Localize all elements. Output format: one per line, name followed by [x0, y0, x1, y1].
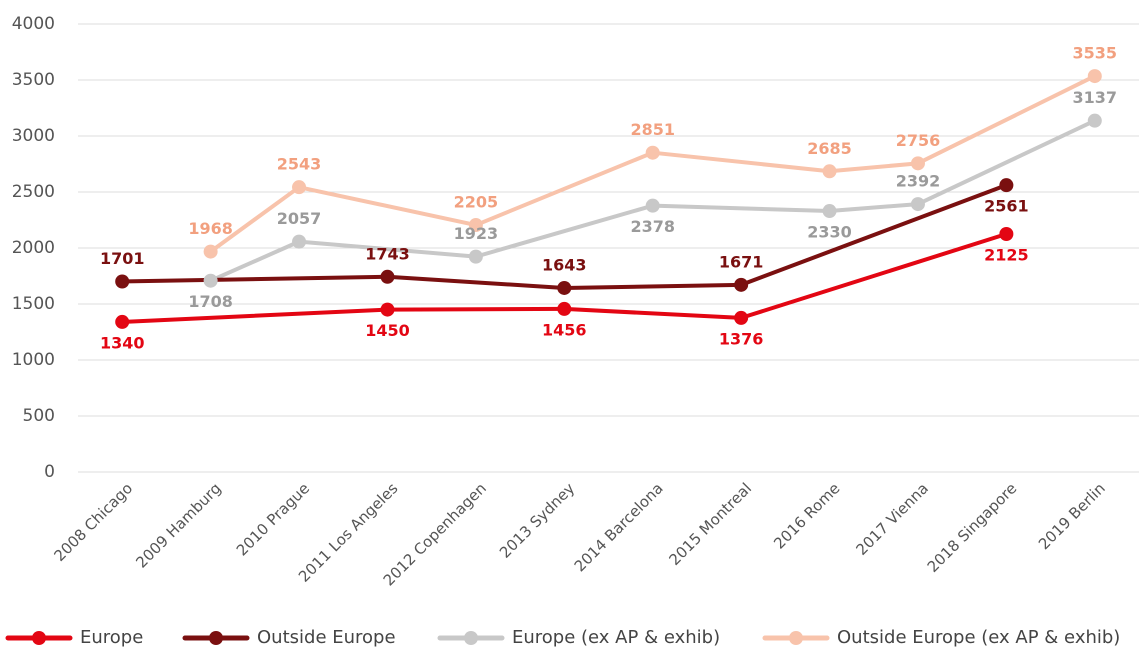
point — [468, 249, 483, 264]
line-segment — [297, 185, 478, 228]
x-tick-label: 2009 Hamburg — [132, 479, 224, 571]
line-segment — [562, 282, 744, 290]
y-tick-label: 1000 — [12, 350, 55, 370]
line-segment — [650, 203, 832, 214]
point — [734, 277, 749, 292]
legend-label: Outside Europe — [257, 627, 396, 648]
legend-marker — [789, 631, 803, 645]
x-tick-label: 2010 Prague — [233, 479, 313, 559]
data-label: 1376 — [719, 329, 764, 348]
point — [822, 164, 837, 179]
data-label: 2851 — [630, 120, 675, 139]
data-label: 3137 — [1073, 88, 1118, 107]
point — [380, 269, 395, 284]
x-tick-label: 2018 Singapore — [924, 479, 1021, 576]
point — [292, 180, 307, 195]
x-tick-label: 2017 Vienna — [852, 479, 932, 559]
line-segment — [915, 74, 1097, 166]
data-label: 2057 — [277, 209, 322, 228]
point — [557, 301, 572, 316]
legend-label: Outside Europe (ex AP & exhib) — [837, 627, 1120, 648]
line-segment — [473, 203, 655, 259]
legend-marker — [32, 631, 46, 645]
legend-marker — [464, 631, 478, 645]
data-label: 2392 — [896, 172, 941, 191]
data-label: 3535 — [1073, 44, 1118, 63]
point — [380, 302, 395, 317]
point — [645, 198, 660, 213]
data-label: 1456 — [542, 320, 587, 339]
data-label: 1743 — [365, 244, 410, 263]
line-segment — [562, 306, 744, 320]
legend-label: Europe — [80, 627, 143, 648]
data-label: 2685 — [807, 139, 852, 158]
data-label: 1708 — [188, 292, 233, 311]
point — [822, 204, 837, 219]
line-segment — [120, 274, 390, 284]
y-tick-label: 2500 — [12, 182, 55, 202]
legend-label: Europe (ex AP & exhib) — [512, 627, 720, 648]
x-tick-label: 2016 Rome — [770, 479, 843, 552]
data-label: 1340 — [100, 333, 145, 352]
x-tick-label: 2013 Sydney — [496, 479, 578, 561]
point — [557, 280, 572, 295]
point — [910, 197, 925, 212]
data-label: 2205 — [454, 193, 499, 212]
line-segment — [208, 239, 302, 283]
point — [115, 274, 130, 289]
line-segment — [473, 150, 655, 228]
data-label: 1923 — [454, 224, 499, 243]
point — [203, 273, 218, 288]
point — [645, 145, 660, 160]
y-tick-label: 2000 — [12, 238, 55, 258]
point — [115, 314, 130, 329]
line-segment — [385, 306, 567, 312]
point — [203, 244, 218, 259]
data-label: 1701 — [100, 249, 145, 268]
y-tick-label: 0 — [44, 462, 55, 482]
x-tick-label: 2008 Chicago — [50, 479, 136, 565]
data-label: 1968 — [188, 219, 233, 238]
point — [468, 218, 483, 233]
legend-marker — [209, 631, 223, 645]
data-label: 1450 — [365, 321, 410, 340]
data-label: 1643 — [542, 255, 587, 274]
data-label: 2378 — [630, 217, 675, 236]
data-label: 2561 — [984, 197, 1029, 216]
line-segment — [120, 307, 390, 324]
x-tick-label: 2019 Berlin — [1035, 479, 1109, 553]
x-tick-label: 2015 Montreal — [665, 479, 755, 569]
point — [1087, 113, 1102, 128]
line-segment — [739, 183, 1009, 287]
point — [734, 310, 749, 325]
point — [1087, 69, 1102, 84]
data-label: 2756 — [896, 131, 941, 150]
y-tick-label: 1500 — [12, 294, 55, 314]
line-segment — [827, 161, 920, 174]
x-tick-label: 2014 Barcelona — [571, 479, 667, 575]
data-label: 2125 — [984, 246, 1029, 265]
data-label: 1671 — [719, 252, 764, 271]
data-label: 2330 — [807, 223, 852, 242]
y-tick-label: 4000 — [12, 14, 55, 34]
point — [999, 178, 1014, 193]
y-tick-label: 500 — [23, 406, 55, 426]
line-segment — [385, 274, 567, 290]
line-segment — [915, 118, 1097, 207]
data-label: 2543 — [277, 155, 322, 174]
point — [910, 156, 925, 171]
line-segment — [650, 150, 832, 174]
line-segment — [208, 185, 302, 254]
point — [292, 234, 307, 249]
line-segment — [297, 239, 478, 259]
line-segment — [739, 232, 1009, 320]
y-tick-label: 3000 — [12, 126, 55, 146]
point — [999, 227, 1014, 241]
line-segment — [827, 202, 920, 214]
y-tick-label: 3500 — [12, 70, 55, 90]
